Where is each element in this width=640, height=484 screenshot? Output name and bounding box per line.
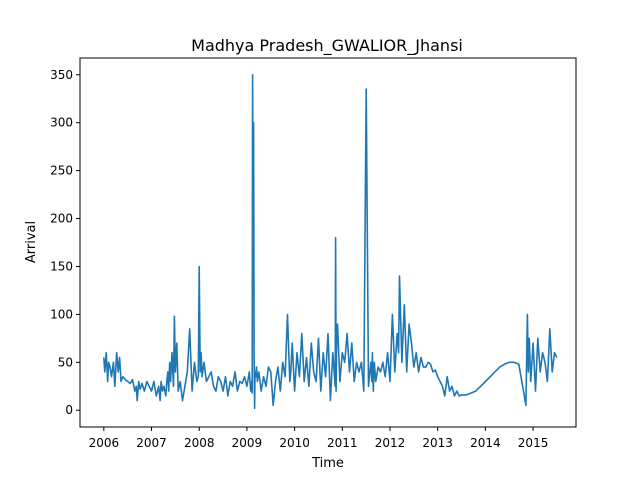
y-tick-label: 350 (50, 68, 73, 82)
y-axis-label: Arrival (24, 221, 39, 263)
x-tick-label: 2006 (89, 436, 120, 450)
series-line (103, 74, 558, 410)
chart-title: Madhya Pradesh_GWALIOR_Jhansi (191, 36, 463, 56)
series-layer (103, 74, 558, 410)
x-tick-label: 2008 (184, 436, 215, 450)
x-tick-label: 2007 (136, 436, 167, 450)
x-tick-label: 2014 (470, 436, 501, 450)
y-axis-ticks: 0 50 100 150 200 250 300 350 (50, 68, 80, 417)
y-tick-label: 50 (58, 355, 73, 369)
x-tick-label: 2011 (327, 436, 358, 450)
x-tick-label: 2012 (375, 436, 406, 450)
plot-area (79, 57, 577, 428)
x-tick-label: 2013 (422, 436, 453, 450)
y-tick-label: 250 (50, 164, 73, 178)
x-tick-label: 2009 (232, 436, 263, 450)
x-tick-label: 2015 (518, 436, 549, 450)
y-tick-label: 300 (50, 116, 73, 130)
y-tick-label: 100 (50, 307, 73, 321)
x-axis-ticks: 2006 2007 2008 2009 2010 2011 2012 2013 2014 2015 (89, 427, 549, 450)
y-tick-label: 200 (50, 212, 73, 226)
x-axis-label: Time (311, 456, 344, 471)
x-tick-label: 2010 (279, 436, 310, 450)
y-tick-label: 0 (65, 403, 73, 417)
y-tick-label: 150 (50, 259, 73, 273)
